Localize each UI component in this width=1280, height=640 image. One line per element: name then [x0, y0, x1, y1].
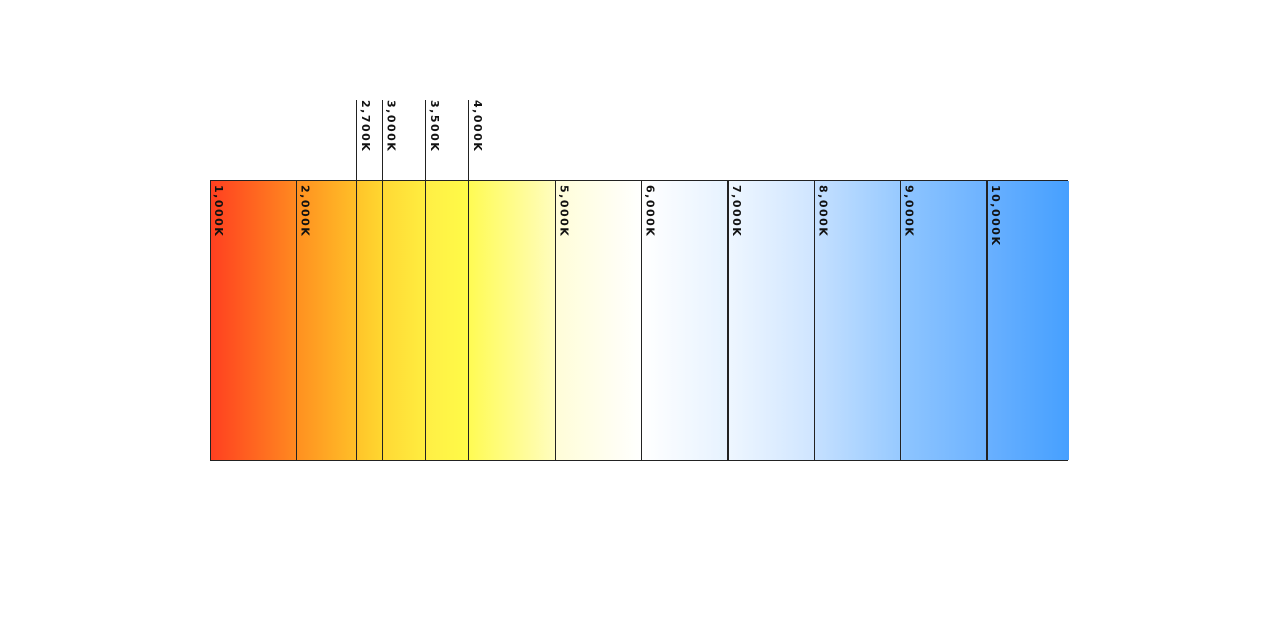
divider-3500k	[425, 100, 427, 461]
divider-2700k	[356, 100, 358, 461]
spectrum-band-4000k	[470, 181, 557, 460]
spectrum-band-6000k	[642, 181, 729, 460]
divider-9000k	[899, 180, 902, 461]
label-5000k: 5,000K	[557, 185, 571, 238]
label-7000k: 7,000K	[730, 185, 743, 238]
divider-7000k	[727, 180, 729, 461]
divider-2000k	[295, 180, 298, 461]
spectrum-band-5000k	[556, 181, 643, 460]
spectrum-band-8000k	[815, 181, 902, 460]
label-1000k: 1,000K	[212, 185, 225, 238]
divider-3000k	[381, 100, 383, 461]
label-2000k: 2,000K	[298, 185, 312, 238]
label-8000k: 8,000K	[816, 185, 830, 238]
spectrum-band-10000k	[988, 181, 1069, 460]
divider-4000k	[468, 100, 470, 461]
spectrum-band-9000k	[901, 181, 988, 460]
spectrum-band-7000k	[729, 181, 816, 460]
callout-label-3500k: 3,500K	[427, 100, 441, 153]
callout-label-4000k: 4,000K	[471, 100, 484, 153]
label-9000k: 9,000K	[902, 185, 916, 238]
spectrum-band-3000k	[383, 181, 427, 460]
spectrum-band-2700k	[357, 181, 384, 460]
color-temperature-spectrum	[210, 180, 1069, 461]
label-10000k: 10,000K	[989, 185, 1002, 247]
divider-5000k	[554, 180, 557, 461]
callout-label-2700k: 2,700K	[358, 100, 372, 153]
spectrum-band-1000k	[211, 181, 298, 460]
spectrum-band-3500k	[426, 181, 470, 460]
callout-label-3000k: 3,000K	[384, 100, 398, 153]
divider-8000k	[813, 180, 816, 461]
divider-6000k	[640, 180, 643, 461]
label-6000k: 6,000K	[643, 185, 657, 238]
divider-10000k	[986, 180, 988, 461]
spectrum-band-2000k	[297, 181, 358, 460]
